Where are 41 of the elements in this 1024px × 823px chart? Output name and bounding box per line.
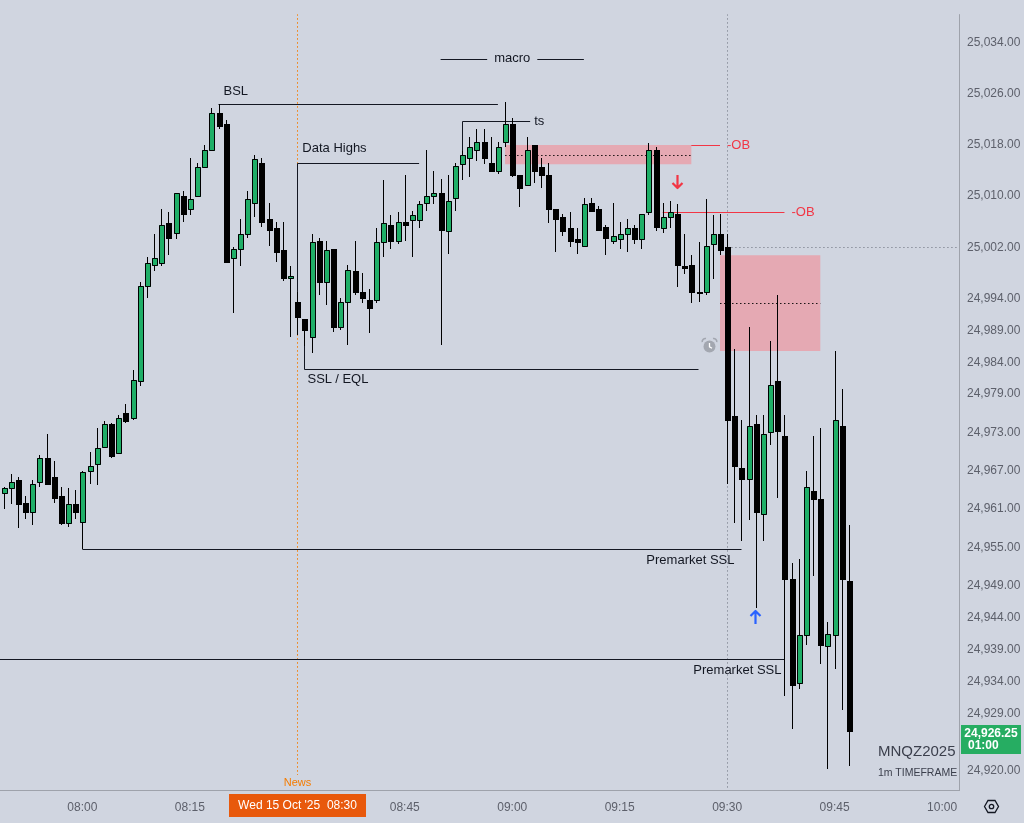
x-tick-label: 09:00 [497,799,528,814]
x-tick-label: 09:45 [819,799,850,814]
y-tick-label: 24,949.00 [967,577,1021,592]
y-tick-label: 24,939.00 [967,641,1021,656]
series-label: BSL [223,83,249,99]
y-tick-label: 24,944.00 [967,609,1021,624]
y-tick-label: 25,002.00 [967,239,1021,254]
annotation: 1m TIMEFRAME [878,765,958,778]
annotation: MNQZ2025 [878,742,956,760]
y-tick-label: 24,967.00 [967,463,1021,478]
y-tick-label: 24,920.00 [967,763,1021,778]
y-tick-label: 24,989.00 [967,322,1021,337]
x-tick-label: 08:45 [389,799,421,814]
series-label: ts [534,112,545,128]
series-label: macro [494,50,531,66]
series-label: -OB [791,203,815,219]
text: 24,926.25 [964,725,1019,740]
x-tick-label: 09:30 [712,799,743,814]
y-tick-label: 25,034.00 [967,35,1021,50]
x-tick-label: 08:15 [174,799,206,814]
series-label: SSL / EQL [307,371,369,387]
series-label: Data Highs [302,140,368,156]
x-tick-label: 10:00 [927,799,958,814]
y-tick-label: 24,984.00 [967,354,1021,369]
y-tick-label: 24,934.00 [967,673,1021,688]
y-tick-label: 25,018.00 [967,137,1021,152]
y-tick-label: 24,955.00 [967,539,1021,554]
y-tick-label: 25,026.00 [967,86,1021,101]
text: Wed 15 Oct '25 08:30 [238,798,358,813]
ref-line-label: News [283,776,312,789]
y-tick-label: 24,973.00 [967,424,1021,439]
y-tick-label: 24,929.00 [967,705,1021,720]
x-tick-label: 09:15 [604,799,636,814]
y-tick-label: 24,994.00 [967,290,1021,305]
x-tick-label: 08:00 [67,799,98,814]
series-label: -OB [727,136,751,152]
y-tick-label: 24,979.00 [967,386,1021,401]
y-tick-label: 24,961.00 [967,501,1021,516]
y-tick-label: 25,010.00 [967,188,1021,203]
series-label: Premarket SSL [693,661,782,677]
series-label: Premarket SSL [646,551,735,567]
